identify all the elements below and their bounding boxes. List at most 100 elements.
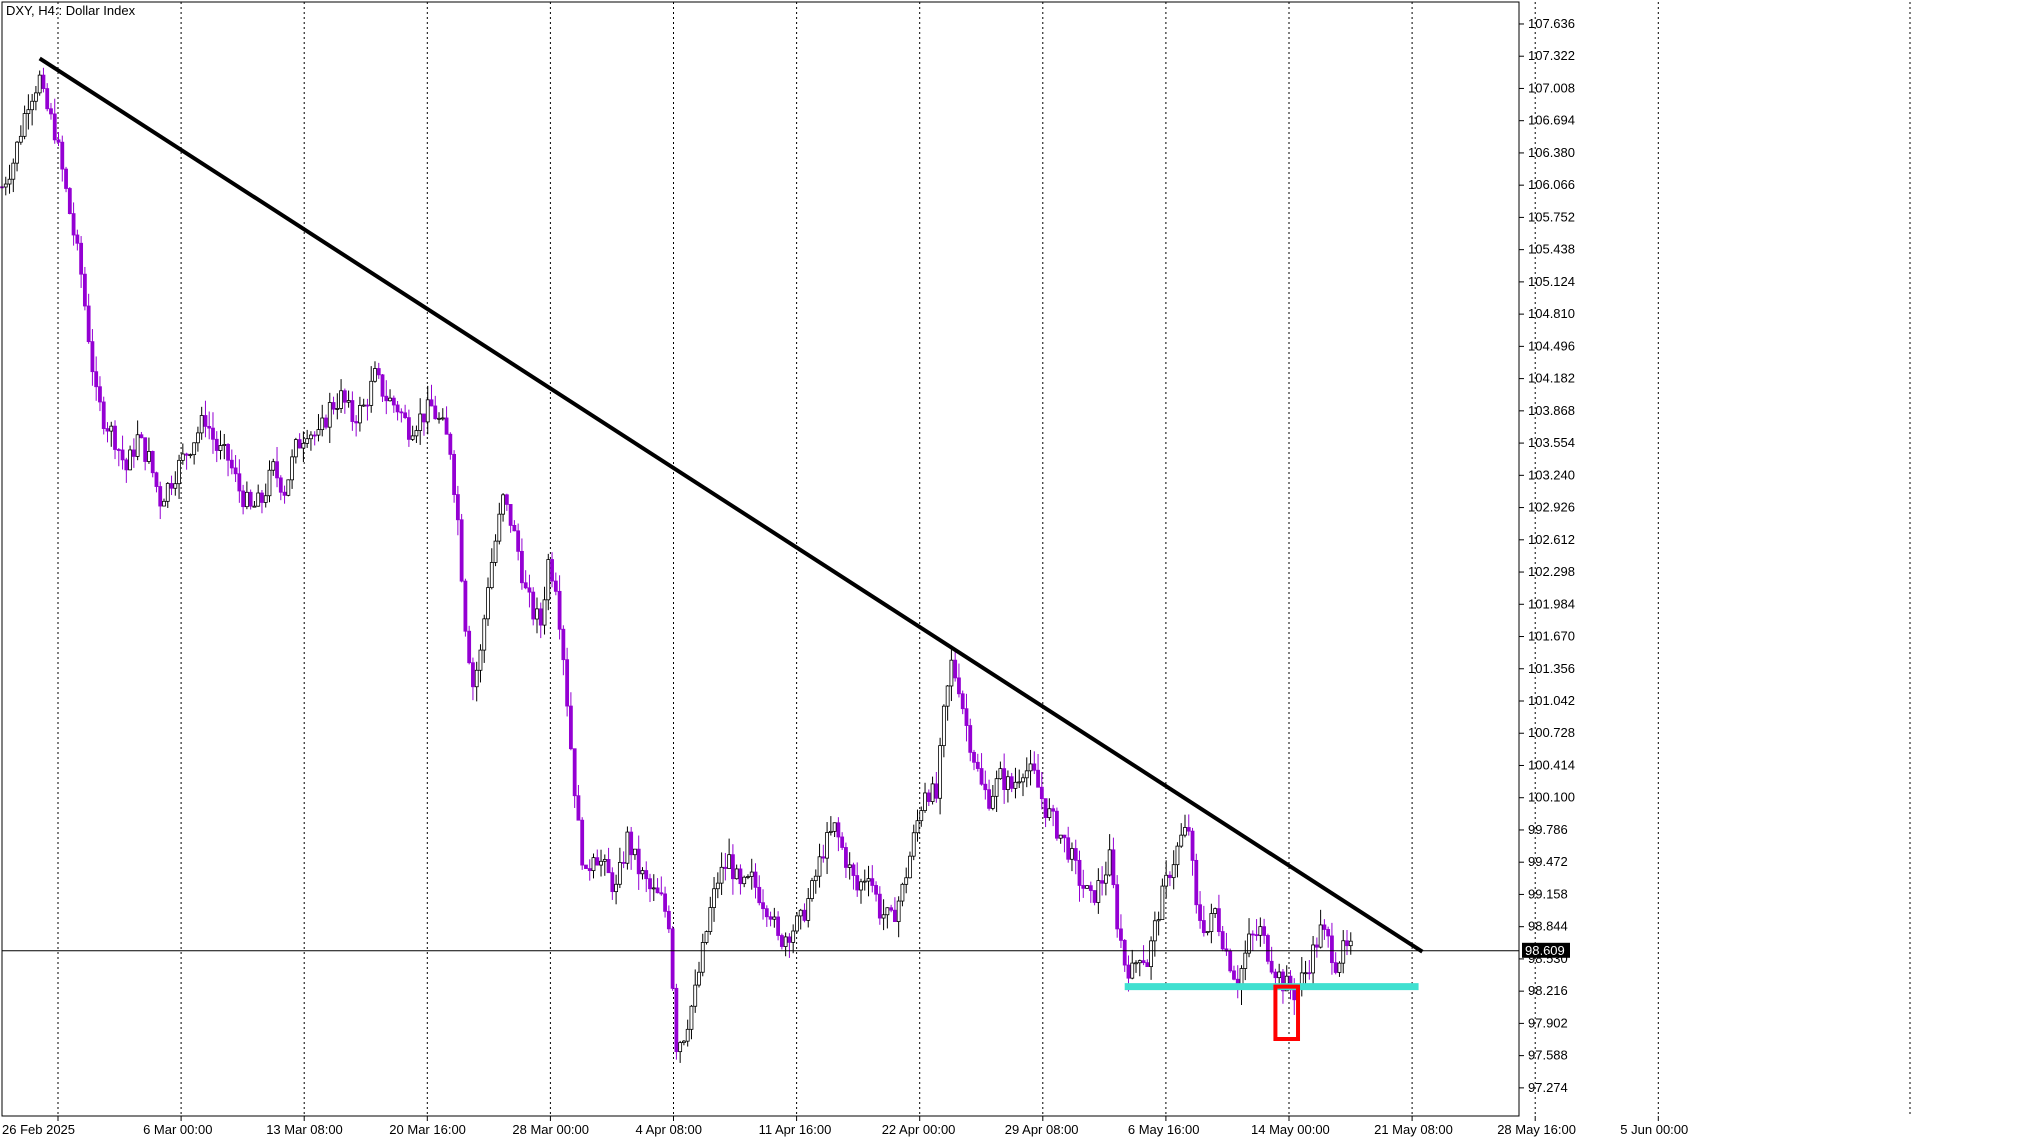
candle-body	[233, 467, 238, 475]
candle-body	[1013, 781, 1018, 789]
y-tick-label: 105.752	[1528, 209, 1575, 224]
candle-body	[86, 305, 91, 343]
candle-body	[380, 374, 385, 397]
candle-body	[990, 795, 995, 809]
candle-body	[286, 479, 291, 496]
y-tick-label: 106.694	[1528, 113, 1575, 128]
candle-body	[783, 936, 788, 947]
candle-body	[489, 562, 494, 589]
candle-body	[1036, 769, 1040, 788]
y-tick-label: 101.984	[1528, 596, 1575, 611]
candle-body	[602, 859, 607, 862]
candle-body	[670, 928, 675, 989]
candle-body	[911, 832, 916, 857]
candle-body	[546, 559, 551, 601]
x-tick-label: 6 May 16:00	[1128, 1122, 1200, 1137]
candle-body	[459, 519, 464, 582]
candle-body	[1228, 950, 1233, 972]
candle-body	[580, 819, 585, 866]
candle-body	[651, 887, 656, 890]
y-tick-label: 97.902	[1528, 1015, 1568, 1030]
candle-body	[926, 792, 931, 802]
candle-body	[828, 830, 833, 833]
candle-body	[640, 870, 645, 875]
candle-body	[1322, 924, 1327, 930]
candle-body	[211, 427, 215, 440]
candle-body	[538, 608, 543, 626]
candle-body	[425, 399, 430, 423]
x-tick-label: 14 May 00:00	[1251, 1122, 1330, 1137]
candle-body	[938, 745, 943, 799]
candle-body	[493, 540, 498, 563]
candle-body	[1039, 786, 1044, 800]
candle-body	[610, 872, 615, 893]
candle-body	[1269, 960, 1274, 973]
candle-body	[772, 916, 777, 920]
candle-body	[1250, 933, 1255, 936]
y-tick-label: 101.356	[1528, 661, 1575, 676]
x-tick-label: 21 May 08:00	[1374, 1122, 1453, 1137]
candle-body	[135, 434, 140, 457]
candle-body	[1345, 940, 1349, 947]
candle-body	[410, 435, 415, 440]
y-tick-label: 98.530	[1528, 951, 1568, 966]
candle-body	[557, 590, 562, 630]
x-tick-label: 5 Jun 00:00	[1620, 1122, 1688, 1137]
candle-body	[358, 405, 362, 424]
candle-body	[674, 987, 679, 1053]
candle-body	[723, 866, 728, 869]
candle-body	[406, 417, 411, 440]
candle-body	[244, 491, 249, 508]
candle-body	[1213, 908, 1218, 914]
x-tick-label: 28 May 16:00	[1497, 1122, 1576, 1137]
candle-body	[252, 505, 257, 508]
plot-frame	[1, 1, 1520, 1117]
candle-body	[226, 444, 230, 461]
candle-body	[550, 559, 554, 582]
candle-body	[128, 449, 132, 471]
candle-body	[1179, 834, 1184, 847]
candle-body	[633, 848, 637, 856]
candle-body	[715, 882, 720, 890]
candle-body	[553, 580, 558, 592]
x-tick-label: 26 Feb 2025	[2, 1122, 75, 1137]
candle-body	[49, 108, 53, 115]
candle-body	[414, 430, 419, 437]
candle-body	[1190, 830, 1195, 861]
candle-body	[271, 461, 276, 471]
candle-body	[693, 984, 698, 1007]
candle-body	[64, 168, 68, 189]
candle-body	[817, 856, 822, 877]
candle-body	[1021, 777, 1025, 783]
y-tick-label: 106.066	[1528, 177, 1575, 192]
candle-body	[207, 426, 212, 429]
candle-body	[98, 386, 102, 403]
candle-body	[237, 473, 242, 492]
y-tick-label: 100.728	[1528, 725, 1575, 740]
candle-body	[851, 864, 856, 876]
candle-body	[659, 892, 664, 895]
candle-body	[1152, 920, 1157, 942]
candle-body	[1032, 763, 1037, 771]
y-tick-label: 99.158	[1528, 886, 1568, 901]
candle-body	[945, 685, 950, 707]
highlight-box	[1273, 984, 1301, 1041]
candle-body	[440, 417, 445, 420]
descending-trendline	[38, 56, 1424, 954]
candle-body	[727, 854, 732, 869]
candle-body	[309, 434, 313, 440]
candle-body	[1330, 935, 1334, 964]
candle-body	[1081, 885, 1086, 889]
y-tick-label: 107.636	[1528, 16, 1575, 31]
candle-body	[403, 412, 408, 419]
candle-body	[832, 822, 837, 832]
candle-body	[941, 705, 946, 747]
x-tick-label: 11 Apr 16:00	[759, 1122, 832, 1137]
candle-body	[1160, 885, 1165, 920]
candle-body	[542, 599, 547, 626]
candle-body	[75, 234, 80, 244]
axes: 107.636 107.322 107.008 106.694 106.380 106.0…	[1, 1, 1688, 1137]
